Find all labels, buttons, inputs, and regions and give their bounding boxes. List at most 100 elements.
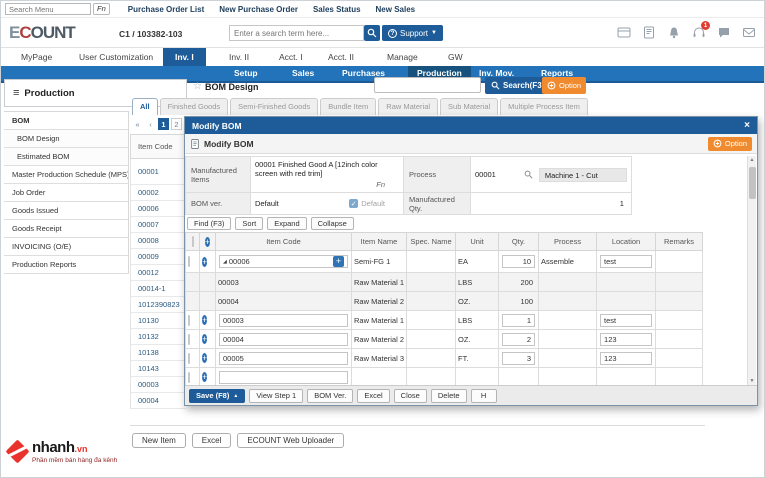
sidebar-item-goods-issued[interactable]: Goods Issued <box>4 202 128 220</box>
button-new-item[interactable]: New Item <box>132 433 186 448</box>
item-tab-all[interactable]: All <box>132 98 158 115</box>
item-code-input[interactable] <box>219 370 348 384</box>
item-tab-sub-material[interactable]: Sub Material <box>440 98 499 115</box>
nav-purchases[interactable]: Purchases <box>342 68 385 78</box>
item-code-input[interactable]: 00003 <box>219 313 348 327</box>
item-code-row[interactable]: 10138 <box>130 345 186 361</box>
button-ecount-web-uploader[interactable]: ECOUNT Web Uploader <box>237 433 345 448</box>
sidebar-item-production-reports[interactable]: Production Reports <box>4 256 128 274</box>
location-input[interactable]: test <box>600 313 653 327</box>
row-checkbox[interactable] <box>188 371 190 383</box>
sidebar-item-invoicing-o-e-[interactable]: INVOICING (O/E) <box>4 238 128 256</box>
process-code[interactable]: 00001 <box>475 170 496 179</box>
item-code-row[interactable]: 00014-1 <box>130 281 186 297</box>
global-search-button[interactable] <box>364 25 380 41</box>
location-cell[interactable]: test <box>596 250 657 273</box>
tab-inv-ii[interactable]: Inv. II <box>229 52 250 62</box>
column-header-qty-[interactable]: Qty. <box>498 232 540 251</box>
item-code-input[interactable]: 00005 <box>219 351 348 365</box>
add-circle-icon[interactable]: + <box>202 256 208 267</box>
item-code-row[interactable]: 00012 <box>130 265 186 281</box>
dialog-scrollbar[interactable]: ▲ ▼ <box>747 156 756 386</box>
location-cell[interactable] <box>596 291 657 311</box>
menu-search-input[interactable] <box>5 3 91 15</box>
item-code-input[interactable]: ◢ 00006 + <box>219 255 348 268</box>
item-code-row[interactable]: 00004 <box>130 393 186 409</box>
nav-inv-mov-[interactable]: Inv. Mov. <box>479 68 515 78</box>
item-tab-multiple-process-item[interactable]: Multiple Process Item <box>500 98 588 115</box>
button-view-step-1[interactable]: View Step 1 <box>249 388 304 403</box>
item-code-row[interactable]: 00001 <box>130 159 186 185</box>
add-circle-icon[interactable]: + <box>202 372 208 382</box>
remarks-cell[interactable] <box>655 291 704 311</box>
item-tab-raw-material[interactable]: Raw Material <box>378 98 439 115</box>
chat-icon[interactable] <box>717 26 731 39</box>
item-tab-bundle-item[interactable]: Bundle Item <box>320 98 377 115</box>
location-input[interactable]: 123 <box>600 332 653 346</box>
tab-manage[interactable]: Manage <box>387 52 418 62</box>
item-code-row[interactable]: 00007 <box>130 217 186 233</box>
qty-input[interactable]: 3 <box>502 351 536 365</box>
tab-user-customization[interactable]: User Customization <box>79 52 154 62</box>
location-cell[interactable] <box>596 367 657 387</box>
button-delete[interactable]: Delete <box>430 388 467 403</box>
qty-cell[interactable]: 10 <box>498 250 540 273</box>
row-checkbox[interactable] <box>188 256 190 267</box>
button-excel[interactable]: Excel <box>191 433 232 448</box>
sidebar-item-bom[interactable]: BOM <box>4 112 128 130</box>
dialog-option-button[interactable]: Option <box>707 136 752 151</box>
add-circle-icon[interactable]: + <box>202 353 208 363</box>
button-sort[interactable]: Sort <box>235 217 264 230</box>
process-name-field[interactable]: Machine 1 - Cut <box>538 167 627 182</box>
qty-cell[interactable]: 100 <box>498 291 540 311</box>
row-checkbox[interactable] <box>188 333 190 345</box>
quick-link[interactable]: Purchase Order List <box>127 4 205 14</box>
item-code-cell[interactable]: 00005 <box>215 348 352 368</box>
page-«[interactable]: « <box>135 119 140 129</box>
location-input[interactable]: test <box>600 255 653 268</box>
tab-acct-i[interactable]: Acct. I <box>279 52 303 62</box>
location-input[interactable]: 123 <box>600 351 653 365</box>
remarks-cell[interactable] <box>655 250 704 273</box>
tab-acct-ii[interactable]: Acct. II <box>328 52 354 62</box>
item-code-row[interactable]: 00008 <box>130 233 186 249</box>
scroll-up-icon[interactable]: ▲ <box>749 157 755 163</box>
qty-input[interactable]: 1 <box>502 313 536 327</box>
close-icon[interactable]: × <box>744 119 750 131</box>
quick-link[interactable]: New Sales <box>375 4 416 14</box>
add-item-icon[interactable]: + <box>333 256 344 267</box>
page-search-input[interactable] <box>374 77 481 93</box>
qty-cell[interactable] <box>498 367 540 387</box>
add-circle-icon[interactable]: + <box>204 236 211 247</box>
item-code-cell[interactable]: 00004 <box>215 329 352 349</box>
lookup-search-icon[interactable] <box>524 170 533 179</box>
qty-input[interactable]: 2 <box>502 332 536 346</box>
qty-cell[interactable]: 2 <box>498 329 540 349</box>
tab-mypage[interactable]: MyPage <box>21 52 53 62</box>
note-icon[interactable] <box>642 26 656 39</box>
headset-icon[interactable]: 1 <box>692 21 710 39</box>
column-header-spec-name[interactable]: Spec. Name <box>406 232 457 251</box>
item-code-row[interactable]: 10132 <box>130 329 186 345</box>
column-header-item-code[interactable]: Item Code <box>215 232 352 251</box>
nav-reports[interactable]: Reports <box>541 68 574 78</box>
bom-ver-value[interactable]: Default <box>255 199 279 208</box>
page-‹[interactable]: ‹ <box>149 119 152 129</box>
item-code-row[interactable]: 00003 <box>130 377 186 393</box>
global-search-input[interactable] <box>229 25 364 41</box>
sidebar-item-job-order[interactable]: Job Order <box>4 184 128 202</box>
item-code-cell[interactable]: 00003 <box>215 272 352 292</box>
location-cell[interactable]: test <box>596 310 657 330</box>
row-checkbox[interactable] <box>188 314 190 326</box>
button-bom-ver-[interactable]: BOM Ver. <box>307 388 354 403</box>
remarks-cell[interactable] <box>655 272 704 292</box>
column-header-process[interactable]: Process <box>538 232 598 251</box>
item-code-input[interactable]: 00004 <box>219 332 348 346</box>
button-close[interactable]: Close <box>393 388 427 403</box>
scroll-down-icon[interactable]: ▼ <box>749 378 755 384</box>
item-code-cell[interactable]: 00003 <box>215 310 352 330</box>
column-header-remarks[interactable]: Remarks <box>655 232 704 251</box>
item-code-row[interactable]: 00006 <box>130 201 186 217</box>
item-code-row[interactable]: 00002 <box>130 185 186 201</box>
item-code-row[interactable]: 1012390823 <box>130 297 186 313</box>
